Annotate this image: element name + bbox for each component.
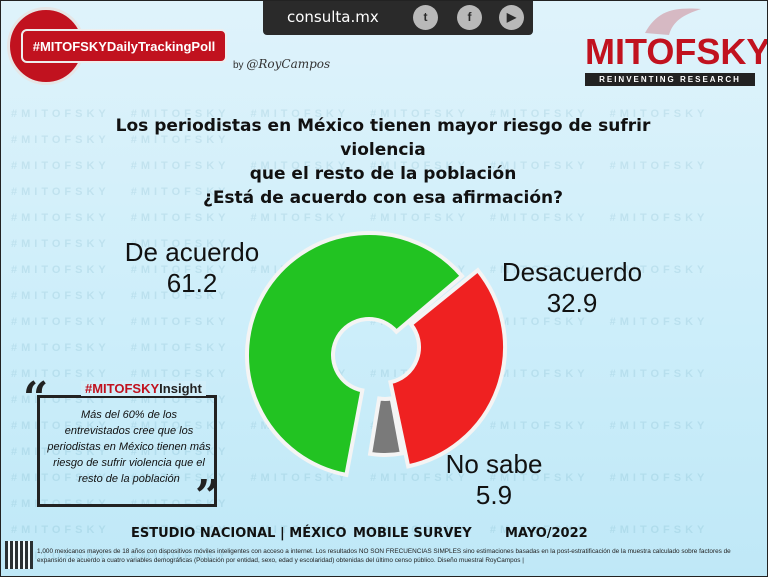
- slice-label-desacuerdo: Desacuerdo 32.9: [501, 257, 643, 318]
- chart-title: Los periodistas en México tienen mayor r…: [97, 114, 669, 210]
- brand-logo: MITOFSKY REINVENTING RESEARCH: [585, 8, 768, 86]
- qr-code-icon: [5, 541, 33, 569]
- title-line-1: Los periodistas en México tienen mayor r…: [115, 116, 651, 160]
- site-link[interactable]: consulta.mx: [287, 8, 379, 26]
- insight-heading-word: Insight: [159, 381, 202, 396]
- hashtag-label: #MITOFSKYDailyTrackingPoll: [21, 29, 227, 63]
- youtube-icon[interactable]: ▶: [499, 5, 524, 30]
- close-quote-icon: ”: [195, 471, 221, 522]
- twitter-icon[interactable]: t: [413, 5, 438, 30]
- slice-de-acuerdo: [245, 231, 465, 478]
- brand-tagline: REINVENTING RESEARCH: [585, 73, 755, 86]
- top-bar: consulta.mx t f ▶: [263, 1, 533, 35]
- brand-name: MITOFSKY: [585, 31, 768, 72]
- slice-label-no-sabe: No sabe 5.9: [445, 449, 543, 510]
- insight-heading: #MITOFSKYInsight: [81, 381, 206, 396]
- slice-no-sabe: [367, 396, 405, 457]
- slice-label-de-acuerdo: De acuerdo 61.2: [124, 237, 260, 298]
- insight-frame: [37, 395, 217, 507]
- byline-author: @RoyCampos: [246, 57, 331, 71]
- insight-heading-hashtag: #MITOFSKY: [85, 381, 160, 396]
- open-quote-icon: “: [23, 373, 49, 424]
- bird-logo-icon: [645, 8, 701, 35]
- insight-text: Más del 60% de los entrevistados cree qu…: [47, 409, 211, 485]
- title-line-2: que el resto de la población: [249, 164, 517, 184]
- methodology-note: 1,000 mexicanos mayores de 18 años con d…: [37, 548, 731, 564]
- byline-prefix: by: [233, 60, 244, 71]
- slice-desacuerdo: [388, 267, 507, 469]
- hashtag-badge: #MITOFSKYDailyTrackingPoll: [7, 7, 229, 85]
- byline: by @RoyCampos: [233, 57, 330, 71]
- title-line-3: ¿Está de acuerdo con esa afirmación?: [202, 188, 564, 208]
- insight-box: “ ” #MITOFSKYInsight Más del 60% de los …: [23, 377, 221, 522]
- footer-method: MOBILE SURVEY: [353, 526, 472, 541]
- facebook-icon[interactable]: f: [457, 5, 482, 30]
- footer-date: MAYO/2022: [505, 526, 588, 541]
- footer-study: ESTUDIO NACIONAL | MÉXICO: [131, 526, 347, 541]
